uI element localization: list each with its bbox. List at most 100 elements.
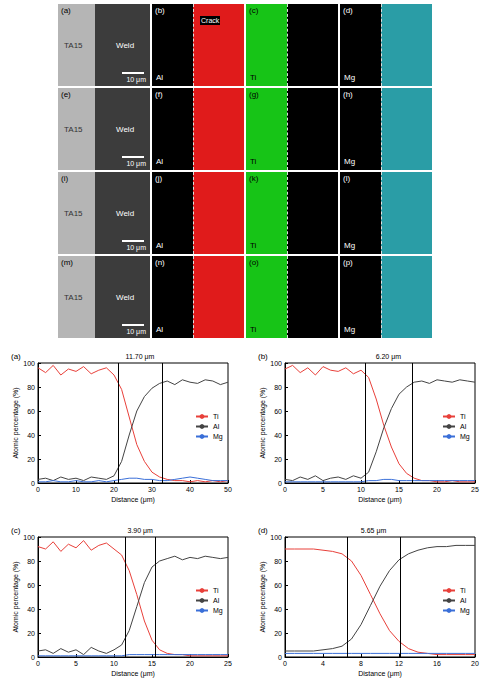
svg-text:40: 40 [274, 432, 282, 439]
svg-text:25: 25 [224, 660, 232, 667]
svg-text:0: 0 [283, 660, 287, 667]
svg-text:10: 10 [72, 486, 80, 493]
svg-text:40: 40 [274, 606, 282, 613]
svg-text:0: 0 [278, 480, 282, 487]
svg-text:20: 20 [471, 660, 479, 667]
svg-text:Distance (μm): Distance (μm) [111, 496, 155, 504]
svg-text:60: 60 [27, 408, 35, 415]
svg-text:16: 16 [433, 660, 441, 667]
svg-text:15: 15 [148, 660, 156, 667]
html-text:Mg: Mg [344, 73, 356, 82]
svg-text:Atomic percentage (%): Atomic percentage (%) [12, 387, 20, 458]
svg-text:40: 40 [27, 606, 35, 613]
svg-text:50: 50 [224, 486, 232, 493]
svg-text:Al: Al [213, 597, 220, 604]
html-text:Mg: Mg [344, 157, 356, 166]
svg-text:100: 100 [23, 534, 35, 541]
svg-text:0: 0 [278, 654, 282, 661]
svg-text:Mg: Mg [460, 607, 470, 615]
html-text:Weld: Weld [116, 293, 135, 302]
svg-text:Ti: Ti [213, 413, 219, 420]
svg-text:20: 20 [274, 630, 282, 637]
svg-text:10: 10 [357, 486, 365, 493]
svg-text:15: 15 [395, 486, 403, 493]
svg-text:6.20 μm: 6.20 μm [376, 353, 402, 361]
svg-text:20: 20 [433, 486, 441, 493]
svg-text:40: 40 [186, 486, 194, 493]
svg-text:11.70 μm: 11.70 μm [126, 353, 155, 361]
html-text:TA15: TA15 [64, 209, 83, 218]
svg-text:Atomic percentage (%): Atomic percentage (%) [259, 561, 267, 632]
svg-text:10: 10 [110, 660, 118, 667]
html-text:Weld: Weld [116, 209, 135, 218]
svg-text:4: 4 [321, 660, 325, 667]
html-text:(b): (b) [155, 6, 165, 15]
svg-text:(a): (a) [11, 352, 21, 361]
html-text:(c): (c) [249, 6, 259, 15]
html-text:Weld: Weld [116, 125, 135, 134]
svg-text:25: 25 [471, 486, 479, 493]
svg-text:Mg: Mg [213, 433, 223, 441]
svg-text:Al: Al [460, 423, 467, 430]
svg-text:0: 0 [36, 660, 40, 667]
html-text:Mg: Mg [344, 241, 356, 250]
svg-text:Atomic percentage (%): Atomic percentage (%) [259, 387, 267, 458]
svg-text:100: 100 [23, 360, 35, 367]
html-text:Weld: Weld [116, 41, 135, 50]
svg-text:Al: Al [460, 597, 467, 604]
svg-text:80: 80 [27, 384, 35, 391]
html-text:(a): (a) [61, 6, 71, 15]
svg-text:30: 30 [148, 486, 156, 493]
html-text:(m): (m) [61, 258, 73, 267]
svg-text:40: 40 [27, 432, 35, 439]
html-text:(e): (e) [61, 90, 71, 99]
html-text:(k): (k) [249, 174, 259, 183]
svg-text:8: 8 [359, 660, 363, 667]
svg-text:12: 12 [395, 660, 403, 667]
svg-text:Ti: Ti [213, 587, 219, 594]
svg-text:(b): (b) [258, 352, 268, 361]
html-text:TA15: TA15 [64, 125, 83, 134]
svg-text:100: 100 [270, 534, 282, 541]
svg-text:0: 0 [31, 480, 35, 487]
svg-text:3.90 μm: 3.90 μm [128, 527, 154, 535]
svg-text:Distance (μm): Distance (μm) [358, 670, 402, 678]
svg-text:20: 20 [186, 660, 194, 667]
svg-text:Distance (μm): Distance (μm) [358, 496, 402, 504]
svg-text:100: 100 [270, 360, 282, 367]
svg-text:0: 0 [31, 654, 35, 661]
svg-text:Ti: Ti [460, 413, 466, 420]
svg-text:60: 60 [27, 582, 35, 589]
svg-text:Mg: Mg [460, 433, 470, 441]
html-text:TA15: TA15 [64, 41, 83, 50]
html-text:TA15: TA15 [64, 293, 83, 302]
svg-text:(c): (c) [11, 526, 21, 535]
svg-text:20: 20 [110, 486, 118, 493]
svg-text:Ti: Ti [460, 587, 466, 594]
html-text:(h): (h) [343, 90, 353, 99]
html-text:(p): (p) [343, 258, 353, 267]
svg-text:Al: Al [213, 423, 220, 430]
svg-text:80: 80 [274, 384, 282, 391]
html-text:Mg: Mg [344, 325, 356, 334]
svg-text:Atomic percentage (%): Atomic percentage (%) [12, 561, 20, 632]
svg-text:Distance (μm): Distance (μm) [111, 670, 155, 678]
svg-text:60: 60 [274, 582, 282, 589]
svg-text:80: 80 [274, 558, 282, 565]
svg-text:Mg: Mg [213, 607, 223, 615]
html-text:(d): (d) [343, 6, 353, 15]
svg-text:20: 20 [27, 630, 35, 637]
html-text:(g): (g) [249, 90, 259, 99]
svg-text:5: 5 [321, 486, 325, 493]
html-text:(n): (n) [155, 258, 165, 267]
svg-text:0: 0 [283, 486, 287, 493]
svg-text:0: 0 [36, 486, 40, 493]
html-text:(o): (o) [249, 258, 259, 267]
svg-text:80: 80 [27, 558, 35, 565]
svg-text:5: 5 [74, 660, 78, 667]
svg-text:(d): (d) [258, 526, 268, 535]
svg-text:20: 20 [274, 456, 282, 463]
svg-text:5.65 μm: 5.65 μm [361, 527, 387, 535]
svg-text:60: 60 [274, 408, 282, 415]
svg-text:20: 20 [27, 456, 35, 463]
